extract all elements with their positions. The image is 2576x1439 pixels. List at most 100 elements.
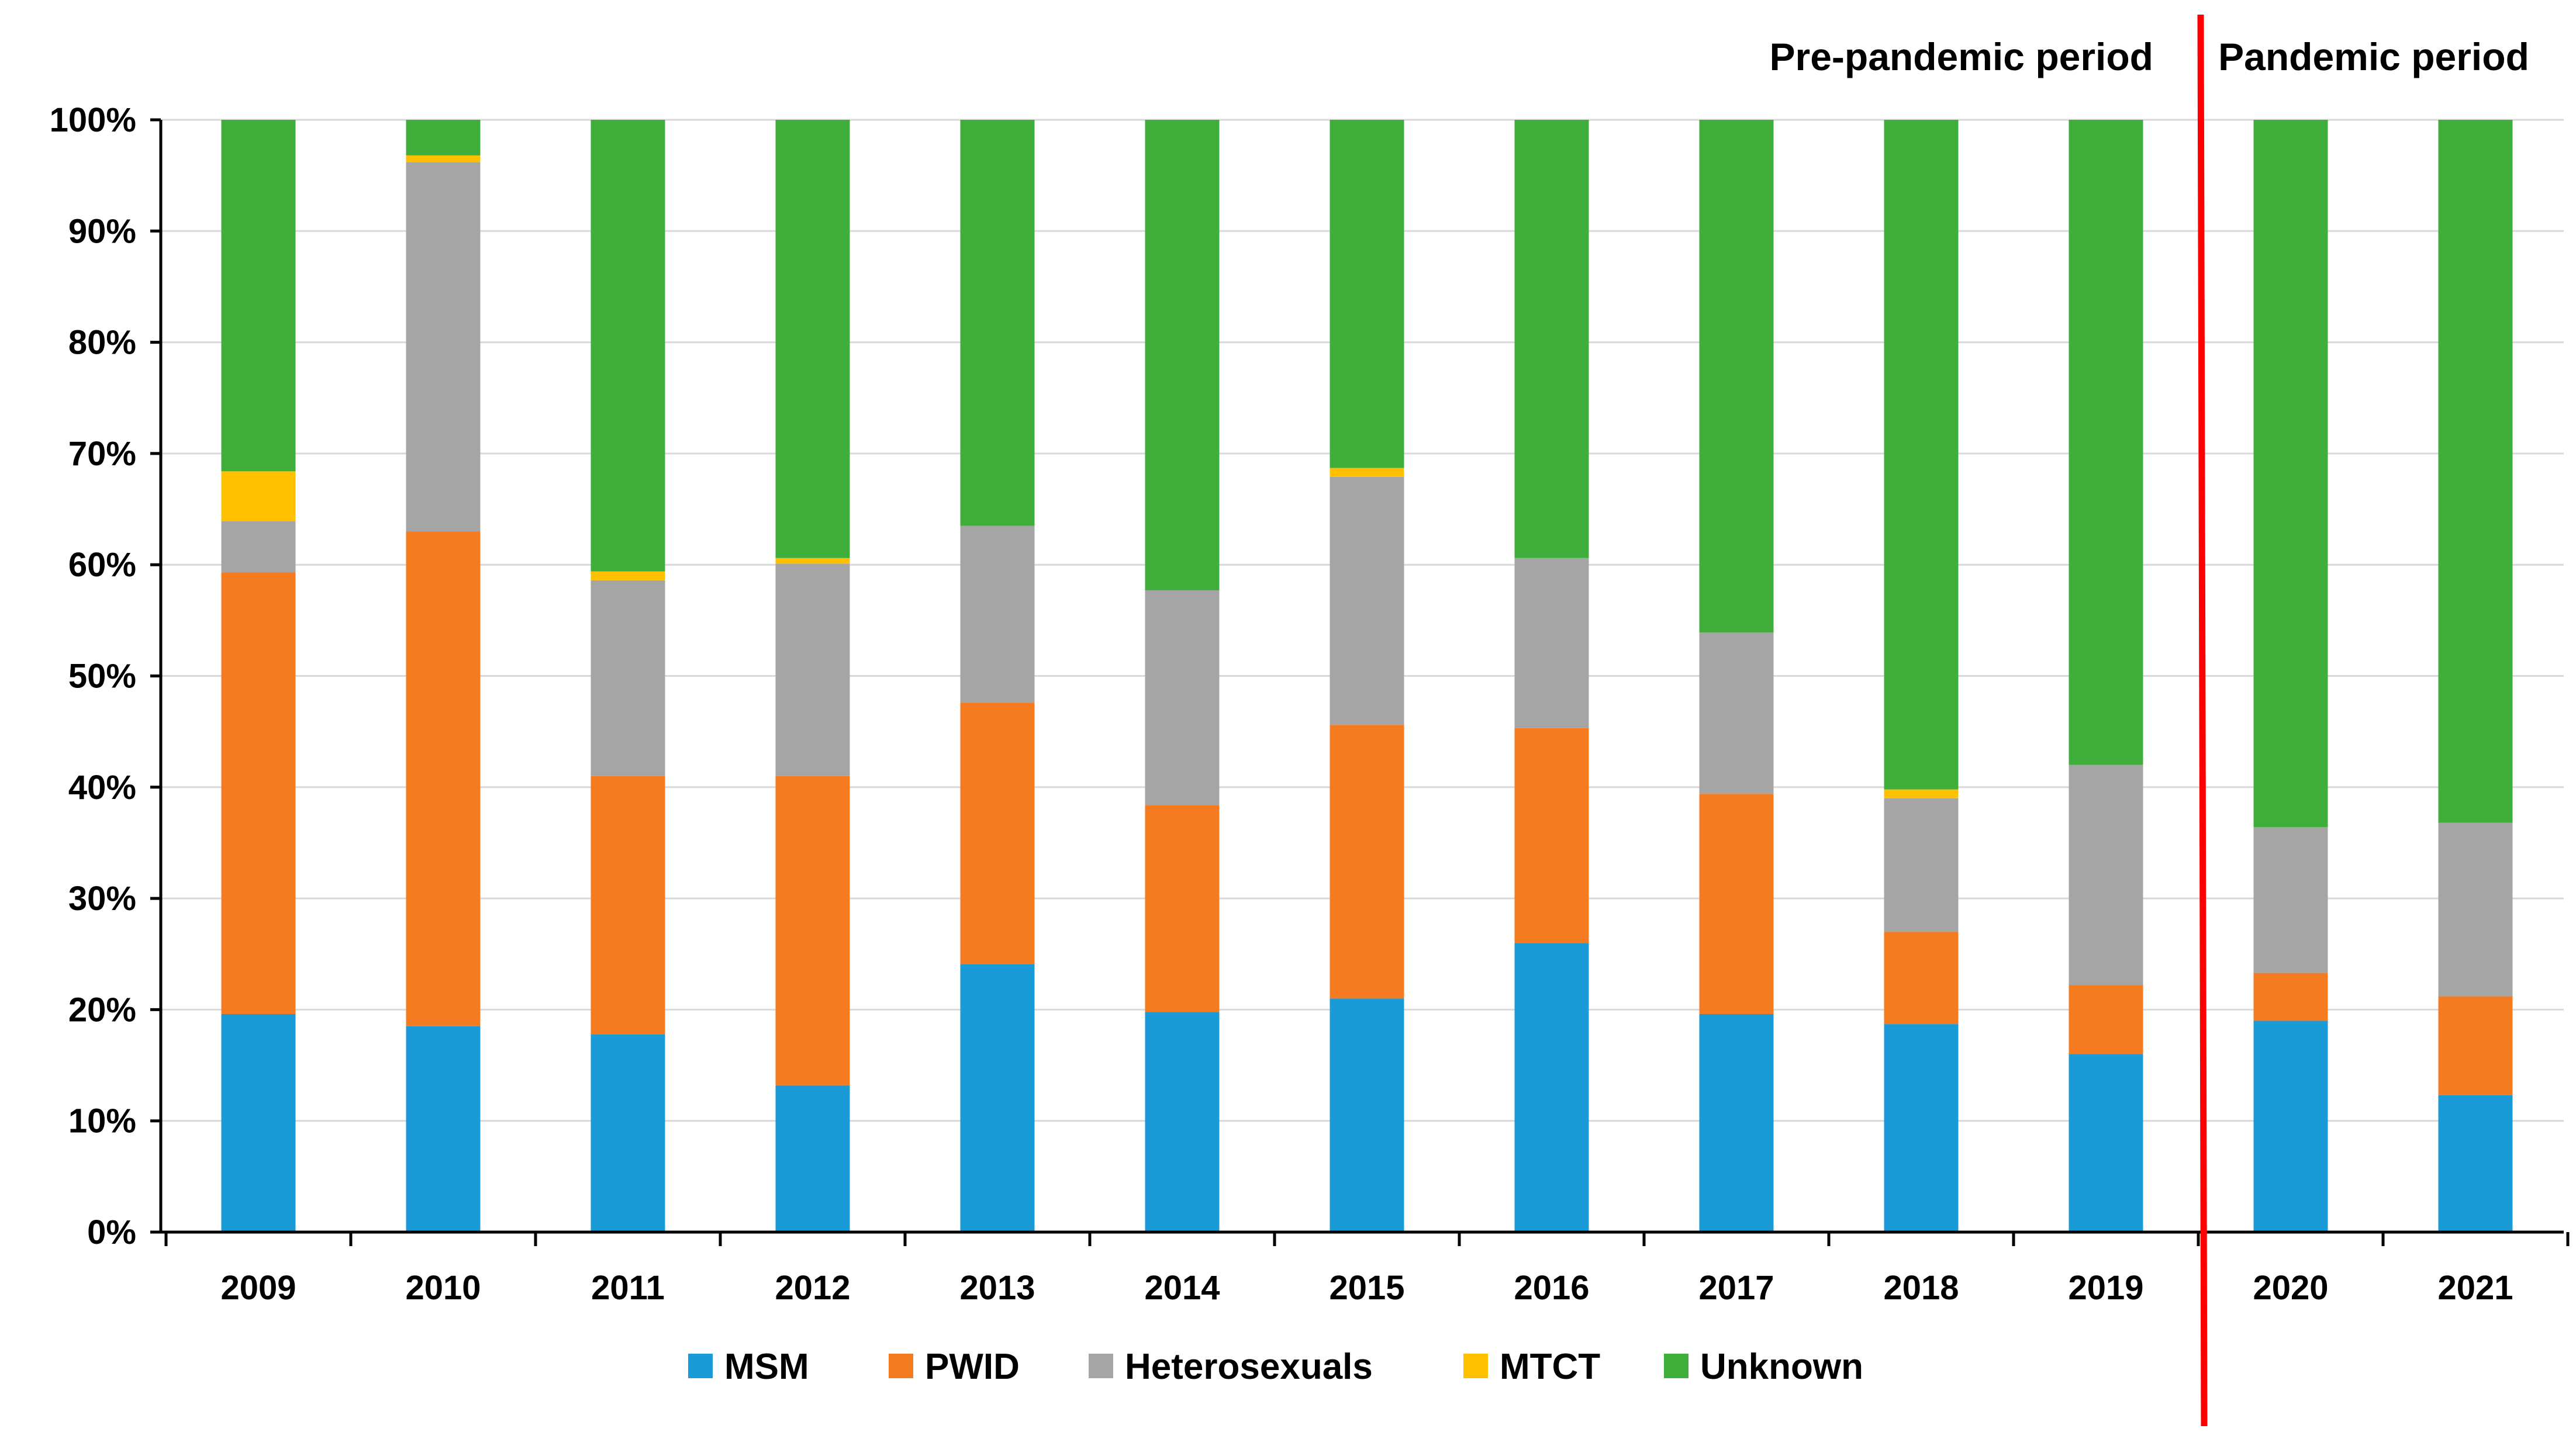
bar-mtct-2010: [406, 155, 481, 162]
legend-swatch-msm: [688, 1354, 713, 1378]
bar-unknown-2020: [2253, 120, 2328, 828]
bar-pwid-2016: [1514, 728, 1589, 943]
bar-unknown-2013: [960, 120, 1035, 526]
bar-heterosexuals-2015: [1330, 476, 1404, 725]
x-tick-label-2012: 2012: [775, 1269, 850, 1307]
bar-unknown-2016: [1514, 120, 1589, 558]
y-tick-label-10pct: 10%: [68, 1102, 136, 1140]
bar-pwid-2017: [1699, 794, 1774, 1015]
bar-heterosexuals-2018: [1884, 798, 1959, 932]
legend-label-msm: MSM: [724, 1347, 809, 1387]
x-tick-label-2011: 2011: [591, 1269, 665, 1307]
y-tick-label-20pct: 20%: [68, 991, 136, 1029]
bar-heterosexuals-2016: [1514, 558, 1589, 728]
bar-heterosexuals-2013: [960, 525, 1035, 703]
y-tick-label-40pct: 40%: [68, 769, 136, 807]
bar-msm-2019: [2069, 1054, 2143, 1232]
legend-label-unknown: Unknown: [1700, 1347, 1863, 1387]
y-tick-label-100pct: 100%: [50, 101, 136, 139]
bar-mtct-2012: [775, 558, 850, 564]
pandemic-label: Pandemic period: [2218, 35, 2529, 78]
y-tick-label-30pct: 30%: [68, 880, 136, 918]
x-tick-label-2020: 2020: [2253, 1269, 2328, 1307]
bar-pwid-2012: [775, 776, 850, 1085]
bar-unknown-2009: [221, 120, 296, 472]
legend-label-mtct: MTCT: [1500, 1347, 1600, 1387]
legend: MSM PWID Heterosexuals MTCT Unknown: [688, 1347, 1863, 1387]
bar-msm-2013: [960, 964, 1035, 1232]
bar-msm-2017: [1699, 1014, 1774, 1232]
bar-pwid-2014: [1145, 805, 1220, 1012]
bar-heterosexuals-2020: [2253, 827, 2328, 973]
y-tick-label-80pct: 80%: [68, 324, 136, 362]
bar-msm-2015: [1330, 998, 1404, 1232]
x-tick-label-2013: 2013: [959, 1269, 1035, 1307]
bar-pwid-2010: [406, 531, 481, 1026]
bar-msm-2014: [1145, 1012, 1220, 1232]
bars-layer: [221, 120, 2513, 1232]
bar-heterosexuals-2014: [1145, 590, 1220, 805]
bar-unknown-2012: [775, 120, 850, 558]
y-tick-label-50pct: 50%: [68, 658, 136, 696]
legend-label-pwid: PWID: [925, 1347, 1020, 1387]
bar-heterosexuals-2021: [2438, 822, 2513, 997]
pre-pandemic-label: Pre-pandemic period: [1770, 35, 2154, 78]
bar-unknown-2011: [591, 120, 665, 572]
x-tick-label-2010: 2010: [405, 1269, 481, 1307]
bar-pwid-2021: [2438, 996, 2513, 1095]
x-tick-label-2009: 2009: [220, 1269, 296, 1307]
y-tick-label-70pct: 70%: [68, 435, 136, 473]
x-tick-label-2019: 2019: [2068, 1269, 2143, 1307]
bar-pwid-2015: [1330, 725, 1404, 999]
bar-pwid-2018: [1884, 932, 1959, 1025]
axes-layer: [150, 118, 2570, 1246]
bar-heterosexuals-2009: [221, 521, 296, 573]
legend-swatch-pwid: [889, 1354, 913, 1378]
bar-msm-2021: [2438, 1095, 2513, 1232]
x-tick-label-2018: 2018: [1883, 1269, 1959, 1307]
bar-heterosexuals-2011: [591, 580, 665, 776]
divider-layer: [2197, 14, 2208, 1427]
bar-mtct-2018: [1884, 789, 1959, 798]
bar-heterosexuals-2017: [1699, 632, 1774, 794]
bar-msm-2012: [775, 1085, 850, 1232]
bar-pwid-2020: [2253, 973, 2328, 1021]
bar-unknown-2017: [1699, 120, 1774, 633]
bar-unknown-2014: [1145, 120, 1220, 590]
x-tick-label-2014: 2014: [1144, 1269, 1220, 1307]
bar-msm-2016: [1514, 943, 1589, 1232]
x-tick-label-2015: 2015: [1329, 1269, 1404, 1307]
legend-swatch-mtct: [1463, 1354, 1488, 1378]
bar-unknown-2018: [1884, 120, 1959, 790]
x-tick-label-2017: 2017: [1698, 1269, 1774, 1307]
bar-pwid-2009: [221, 572, 296, 1015]
bar-pwid-2011: [591, 776, 665, 1035]
bar-heterosexuals-2010: [406, 162, 481, 532]
legend-swatch-heterosexuals: [1089, 1354, 1113, 1378]
bar-mtct-2015: [1330, 468, 1404, 477]
bar-msm-2009: [221, 1014, 296, 1232]
bar-unknown-2021: [2438, 120, 2513, 823]
y-tick-label-60pct: 60%: [68, 546, 136, 584]
bar-unknown-2015: [1330, 120, 1404, 468]
bar-msm-2020: [2253, 1021, 2328, 1232]
legend-label-heterosexuals: Heterosexuals: [1125, 1347, 1373, 1387]
bar-msm-2010: [406, 1026, 481, 1232]
labels-layer: 0% 10% 20% 30% 40% 50% 60% 70% 80% 90% 100% 2009 201…: [50, 101, 2513, 1307]
bar-unknown-2019: [2069, 120, 2143, 765]
bar-heterosexuals-2019: [2069, 765, 2143, 985]
x-tick-label-2016: 2016: [1514, 1269, 1589, 1307]
bar-msm-2018: [1884, 1024, 1959, 1232]
legend-swatch-unknown: [1664, 1354, 1688, 1378]
y-tick-label-90pct: 90%: [68, 212, 136, 250]
y-tick-label-0pct: 0%: [87, 1213, 136, 1251]
bar-heterosexuals-2012: [775, 563, 850, 776]
bar-mtct-2011: [591, 571, 665, 580]
bar-pwid-2019: [2069, 985, 2143, 1054]
bar-pwid-2013: [960, 703, 1035, 964]
bar-msm-2011: [591, 1034, 665, 1232]
period-divider-line: [2197, 14, 2208, 1427]
bar-unknown-2010: [406, 120, 481, 155]
